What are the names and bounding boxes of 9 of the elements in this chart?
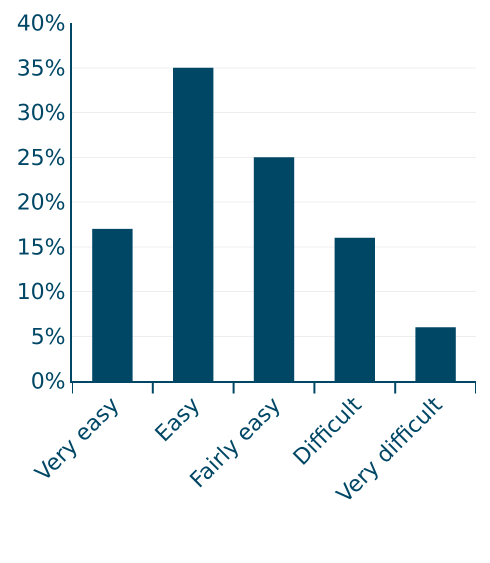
y-tick-label: 5% xyxy=(30,324,66,350)
y-tick-label: 40% xyxy=(16,12,66,37)
y-tick-label: 30% xyxy=(16,101,66,126)
y-tick-label: 20% xyxy=(16,190,66,216)
y-tick-label: 35% xyxy=(16,56,66,82)
y-tick-label: 0% xyxy=(30,370,66,395)
y-tick-label: 15% xyxy=(16,235,66,260)
y-tick-label: 25% xyxy=(16,146,66,171)
y-tick-label: 10% xyxy=(16,280,66,306)
